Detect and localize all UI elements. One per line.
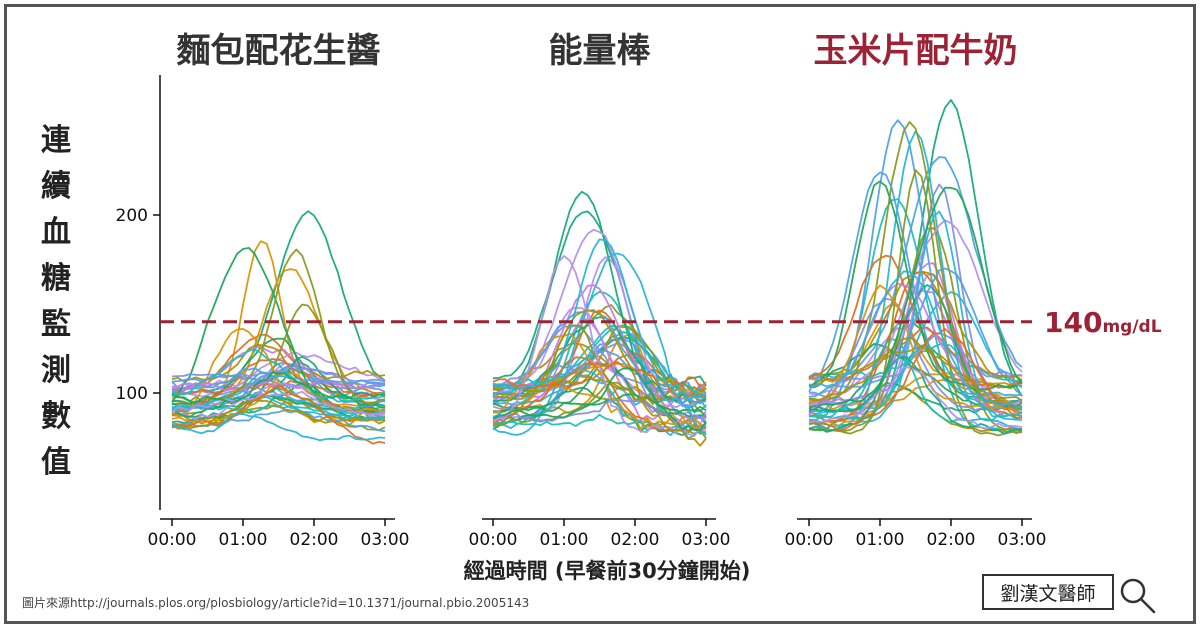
brand-label: 劉漢文醫師 bbox=[982, 574, 1114, 610]
x-tick-label: 00:00 bbox=[469, 530, 518, 550]
series-line bbox=[808, 171, 1023, 397]
series-line bbox=[492, 332, 707, 431]
series-line bbox=[492, 316, 707, 404]
threshold-label: 140mg/dL bbox=[1044, 306, 1162, 339]
series-line bbox=[808, 186, 1023, 411]
series-line bbox=[492, 238, 707, 401]
series-line bbox=[492, 367, 707, 432]
series-line bbox=[171, 367, 386, 385]
x-tick-label: 00:00 bbox=[785, 530, 834, 550]
y-tick-label: 100 bbox=[116, 384, 148, 404]
search-icon[interactable] bbox=[1118, 574, 1158, 614]
y-axis-title-char: 續 bbox=[41, 169, 71, 204]
series-line bbox=[808, 336, 1023, 410]
y-axis-title-char: 監 bbox=[41, 307, 71, 342]
series-line bbox=[808, 267, 1023, 389]
x-tick-label: 03:00 bbox=[682, 530, 731, 550]
series-line bbox=[171, 389, 386, 422]
series-line bbox=[808, 337, 1023, 424]
y-axis-title-char: 測 bbox=[41, 353, 71, 388]
y-axis-title-char: 值 bbox=[41, 445, 71, 480]
series-line bbox=[492, 393, 707, 418]
series-line bbox=[808, 366, 1023, 430]
panel-3: 玉米片配牛奶 00:00 01:00 02:00 03:00 bbox=[785, 31, 1047, 550]
series-line bbox=[808, 282, 1022, 418]
series-line bbox=[492, 368, 707, 437]
panel-title: 玉米片配牛奶 bbox=[814, 31, 1018, 71]
series-line bbox=[808, 378, 1023, 427]
y-axis-title-char: 糖 bbox=[41, 261, 71, 296]
series-line bbox=[171, 384, 386, 445]
source-credit: 圖片來源http://journals.plos.org/plosbiology… bbox=[22, 596, 529, 610]
series-line bbox=[492, 342, 707, 413]
y-axis-title-char: 連 bbox=[41, 123, 72, 158]
x-tick-label: 03:00 bbox=[361, 530, 410, 550]
panel-2: 能量棒 00:00 01:00 02:00 03:00 bbox=[469, 31, 731, 550]
panel-1: 麵包配花生醬 00:00 01:00 02:00 03:00 bbox=[148, 31, 410, 550]
series-line bbox=[808, 270, 1023, 410]
x-tick-label: 03:00 bbox=[998, 530, 1047, 550]
series-line bbox=[171, 371, 386, 405]
series-line bbox=[171, 399, 386, 430]
series-line bbox=[492, 252, 707, 436]
x-axis-title: 經過時間 (早餐前30分鐘開始) bbox=[464, 559, 751, 583]
series-line bbox=[492, 284, 707, 406]
x-tick-label: 00:00 bbox=[148, 530, 197, 550]
panel-title: 麵包配花生醬 bbox=[177, 31, 381, 71]
series-line bbox=[492, 309, 707, 447]
x-tick-label: 01:00 bbox=[540, 530, 589, 550]
y-tick-label: 200 bbox=[116, 206, 148, 226]
series-line bbox=[171, 412, 386, 442]
series-line bbox=[171, 248, 386, 405]
series-line bbox=[808, 284, 1023, 413]
series-line bbox=[808, 169, 1023, 437]
threshold-unit: mg/dL bbox=[1102, 317, 1161, 337]
threshold: 140mg/dL bbox=[160, 306, 1162, 339]
panel-title: 能量棒 bbox=[549, 31, 652, 71]
series-line bbox=[171, 390, 386, 416]
threshold-value: 140 bbox=[1044, 306, 1102, 339]
chart-panels: 100 200 麵包配花生醬 00:00 01:00 02:00 03:00 能量棒 00:00… bbox=[116, 31, 1047, 550]
y-axis-title-char: 血 bbox=[41, 215, 71, 250]
x-tick-label: 02:00 bbox=[927, 530, 976, 550]
x-tick-label: 02:00 bbox=[611, 530, 660, 550]
series-line bbox=[808, 327, 1023, 432]
series-line bbox=[492, 374, 707, 405]
x-tick-label: 01:00 bbox=[219, 530, 268, 550]
series-line bbox=[492, 381, 707, 439]
y-axis-title-char: 數 bbox=[41, 399, 71, 434]
x-tick-label: 01:00 bbox=[856, 530, 905, 550]
x-tick-label: 02:00 bbox=[290, 530, 339, 550]
series-line bbox=[808, 227, 1023, 435]
series-line bbox=[808, 355, 1023, 435]
series-line bbox=[492, 399, 707, 427]
series-line bbox=[492, 255, 707, 438]
